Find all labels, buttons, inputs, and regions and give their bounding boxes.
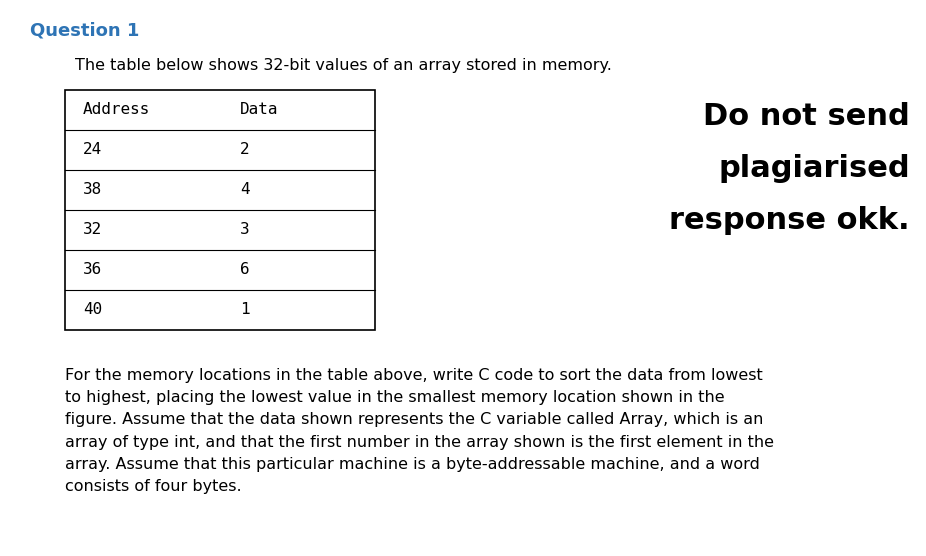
Text: Address: Address — [83, 102, 150, 117]
Text: 1: 1 — [240, 302, 250, 317]
Bar — [65, 90, 375, 330]
Text: 3: 3 — [240, 222, 250, 237]
Text: 4: 4 — [240, 182, 250, 197]
Text: Do not send: Do not send — [703, 102, 910, 131]
Text: 38: 38 — [83, 182, 102, 197]
Text: The table below shows 32-bit values of an array stored in memory.: The table below shows 32-bit values of a… — [75, 58, 612, 73]
Text: 6: 6 — [240, 262, 250, 277]
Text: response okk.: response okk. — [669, 206, 910, 235]
Text: 2: 2 — [240, 142, 250, 157]
Text: 36: 36 — [83, 262, 102, 277]
Text: Question 1: Question 1 — [30, 22, 140, 40]
Text: 24: 24 — [83, 142, 102, 157]
Text: plagiarised: plagiarised — [719, 154, 910, 183]
Text: Data: Data — [240, 102, 279, 117]
Text: 40: 40 — [83, 302, 102, 317]
Text: For the memory locations in the table above, write C code to sort the data from : For the memory locations in the table ab… — [65, 368, 774, 494]
Text: 32: 32 — [83, 222, 102, 237]
